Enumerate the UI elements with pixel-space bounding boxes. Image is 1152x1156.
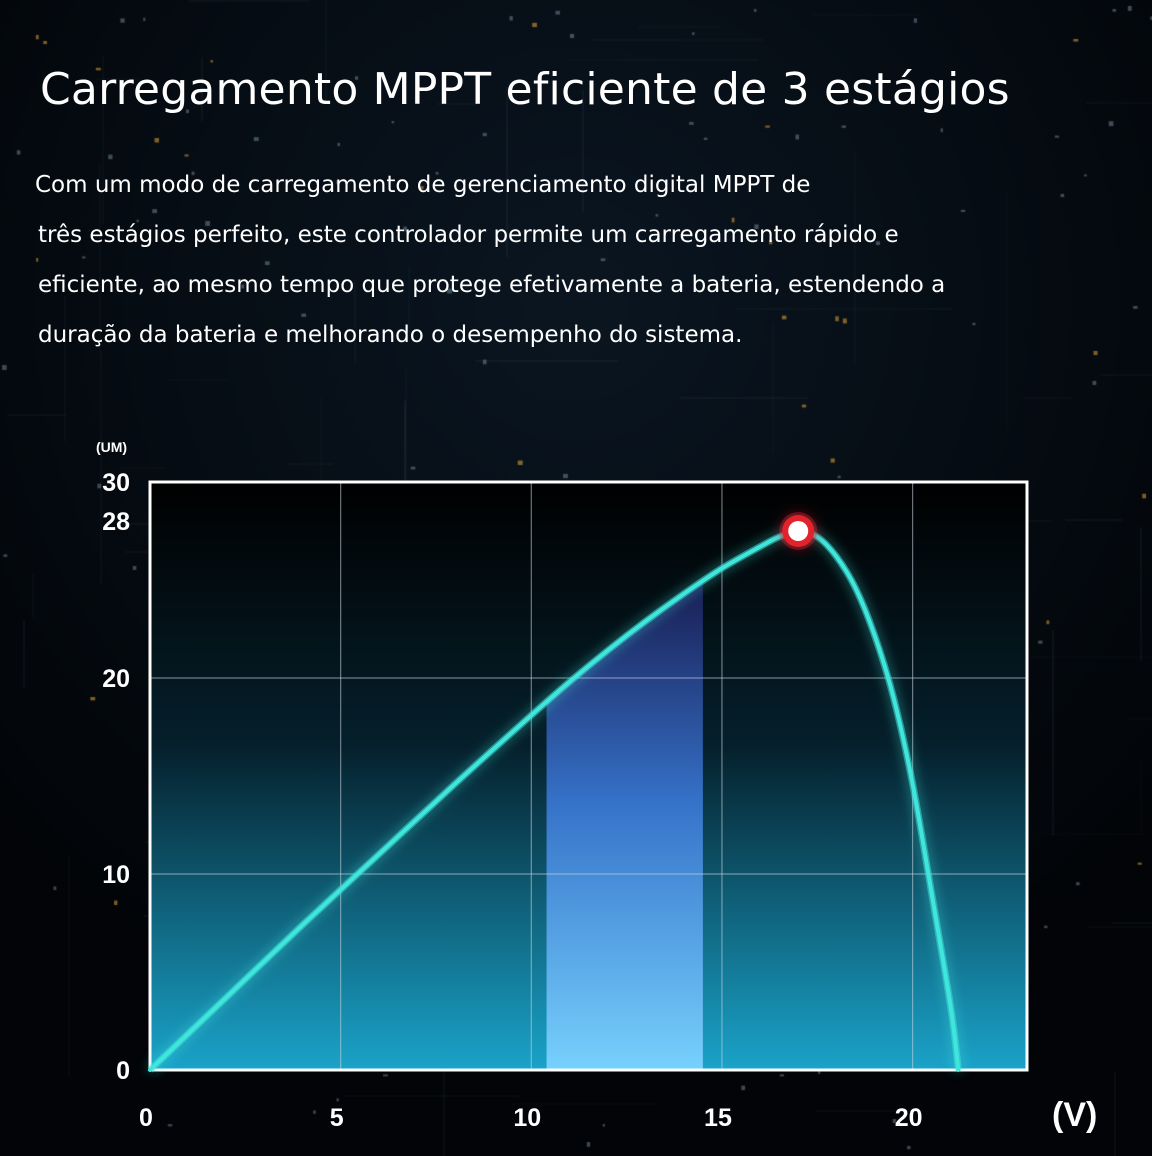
mppt-power-curve-chart: 0 10 20 28 30 0 5 10 15 20 (UM) (V): [96, 439, 1097, 1134]
x-axis-ticks: 0 5 10 15 20: [139, 1104, 922, 1132]
peak-marker-center: [788, 521, 809, 541]
description: Com um modo de carregamento de gerenciam…: [35, 160, 1118, 360]
x-tick-label: 15: [704, 1104, 732, 1132]
x-tick-label: 10: [513, 1104, 541, 1132]
plot-frame: [148, 480, 1029, 1072]
x-axis-unit: (V): [1052, 1096, 1097, 1134]
highlight-band-area: [546, 580, 703, 1070]
y-axis-unit: (UM): [96, 439, 127, 455]
description-line: duração da bateria e melhorando o desemp…: [38, 322, 743, 348]
y-tick-label: 28: [102, 508, 130, 536]
page-title: Carregamento MPPT eficiente de 3 estágio…: [40, 64, 1010, 115]
description-line: Com um modo de carregamento de gerenciam…: [35, 172, 811, 198]
y-tick-label: 0: [116, 1057, 130, 1085]
highlight-band: [546, 580, 703, 1070]
power-curve-line: [148, 528, 961, 1072]
x-tick-label: 0: [139, 1104, 153, 1132]
x-tick-label: 20: [895, 1104, 923, 1132]
description-line: eficiente, ao mesmo tempo que protege ef…: [38, 272, 946, 298]
x-tick-label: 5: [330, 1104, 344, 1132]
y-tick-label: 30: [102, 469, 130, 497]
max-power-point-marker: [779, 512, 818, 550]
description-line: três estágios perfeito, este controlador…: [38, 222, 899, 248]
power-curve: [147, 527, 962, 1073]
y-tick-label: 10: [102, 861, 130, 889]
y-axis-ticks: 0 10 20 28 30: [102, 469, 130, 1085]
y-tick-label: 20: [102, 665, 130, 693]
